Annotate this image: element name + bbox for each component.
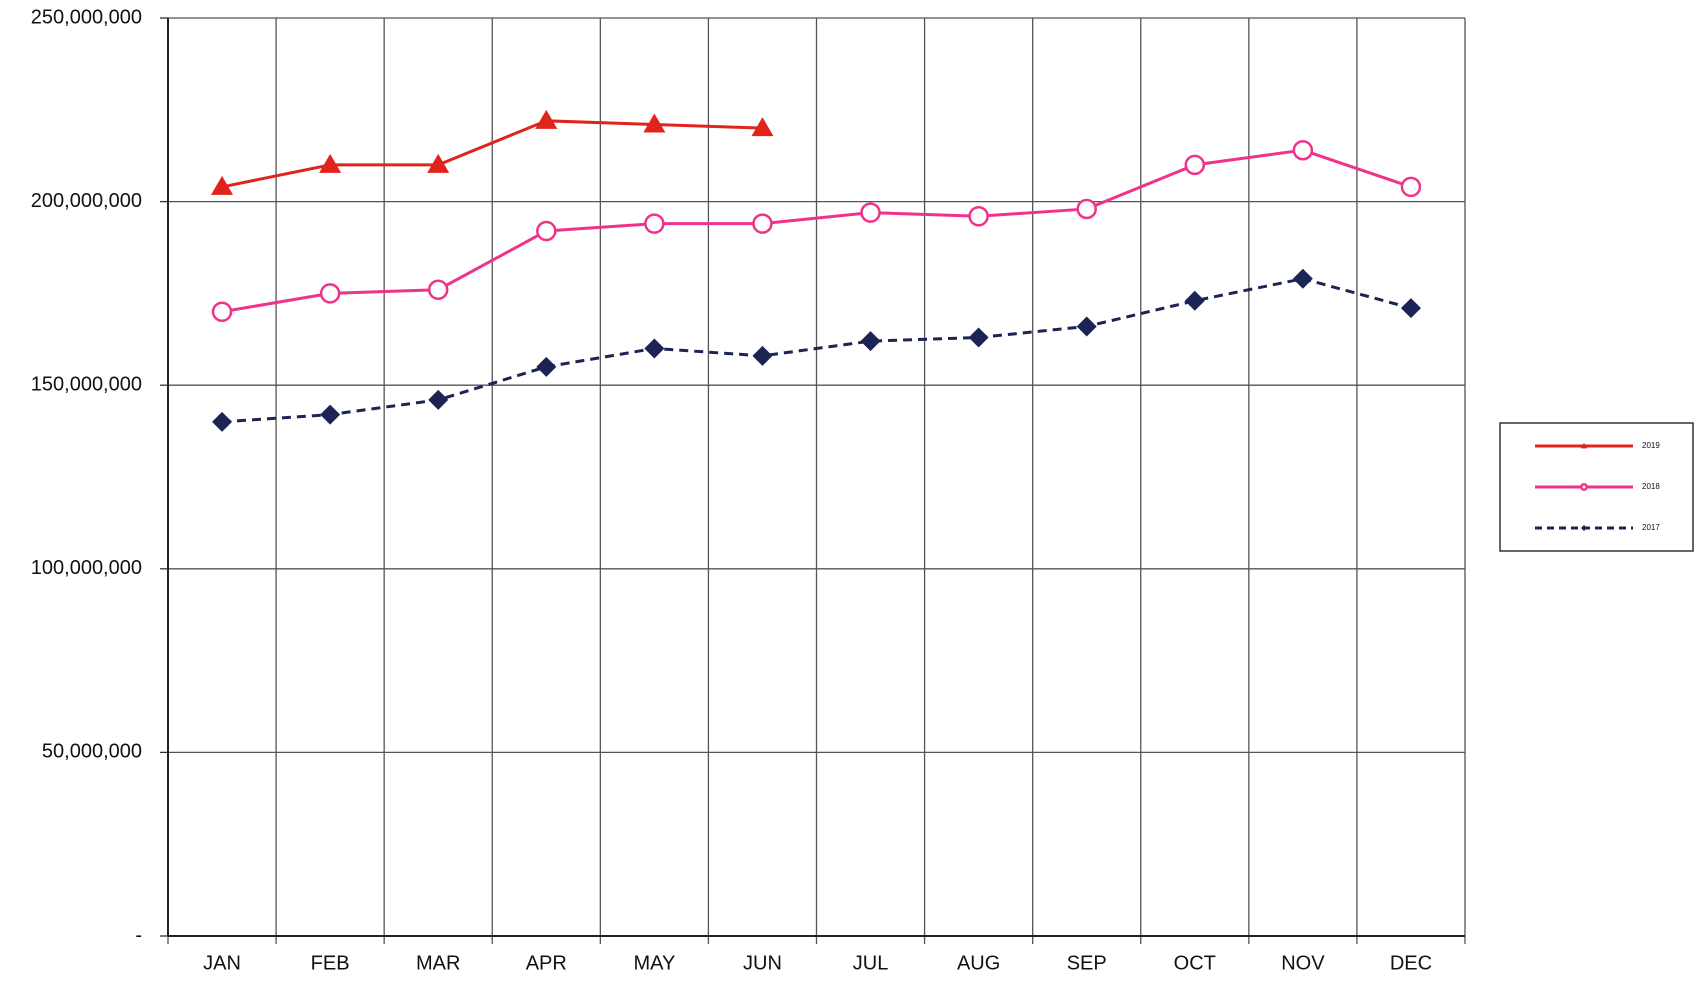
point <box>1184 290 1205 311</box>
point <box>1580 442 1588 449</box>
point <box>536 356 557 377</box>
point <box>644 338 665 359</box>
x-tick-label: DEC <box>1390 952 1432 974</box>
point <box>212 411 233 432</box>
point <box>319 283 341 304</box>
x-tick-label: MAY <box>633 952 675 974</box>
point <box>1076 198 1097 220</box>
x-tick-label: JUL <box>853 952 889 974</box>
point <box>427 279 449 300</box>
x-tick-label: MAR <box>416 952 460 974</box>
y-tick-label: 50,000,000 <box>42 741 142 763</box>
x-tick-label: APR <box>526 952 567 974</box>
legend-label: 2018 <box>1642 482 1660 491</box>
point <box>860 331 881 352</box>
point <box>752 345 773 366</box>
y-tick-label: 100,000,000 <box>31 557 142 579</box>
x-tick-label: SEP <box>1067 952 1107 974</box>
point <box>535 109 558 129</box>
point <box>1400 298 1421 319</box>
point <box>428 389 449 410</box>
y-tick-label: 150,000,000 <box>31 373 142 395</box>
point <box>968 206 989 227</box>
point <box>752 213 773 234</box>
point <box>1292 139 1314 161</box>
series-line <box>221 277 1412 424</box>
point <box>1292 268 1313 289</box>
legend-label: 2019 <box>1642 441 1660 450</box>
legend: 2019 2018 2017 <box>1499 422 1694 552</box>
x-tick-label: NOV <box>1281 952 1325 974</box>
point <box>211 175 234 195</box>
point <box>1076 316 1097 337</box>
point <box>320 404 341 425</box>
y-tick-label: - <box>135 924 142 946</box>
point <box>536 220 557 242</box>
point <box>968 327 989 348</box>
series-line <box>221 148 1412 314</box>
point <box>1184 154 1206 176</box>
point <box>1580 483 1588 491</box>
x-tick-label: OCT <box>1174 952 1216 974</box>
y-tick-label: 250,000,000 <box>31 6 142 28</box>
x-tick-label: JAN <box>203 952 241 974</box>
point <box>644 213 665 234</box>
point <box>427 153 450 173</box>
x-tick-label: FEB <box>311 952 350 974</box>
point <box>211 301 233 323</box>
point <box>751 117 774 137</box>
point <box>643 113 666 133</box>
x-tick-label: AUG <box>957 952 1000 974</box>
x-tick-label: JUN <box>743 952 782 974</box>
series-line <box>221 119 763 189</box>
y-tick-label: 200,000,000 <box>31 190 142 212</box>
point <box>1581 525 1587 531</box>
legend-label: 2017 <box>1642 523 1660 532</box>
point <box>319 153 342 173</box>
point <box>1400 176 1422 198</box>
point <box>860 202 881 223</box>
